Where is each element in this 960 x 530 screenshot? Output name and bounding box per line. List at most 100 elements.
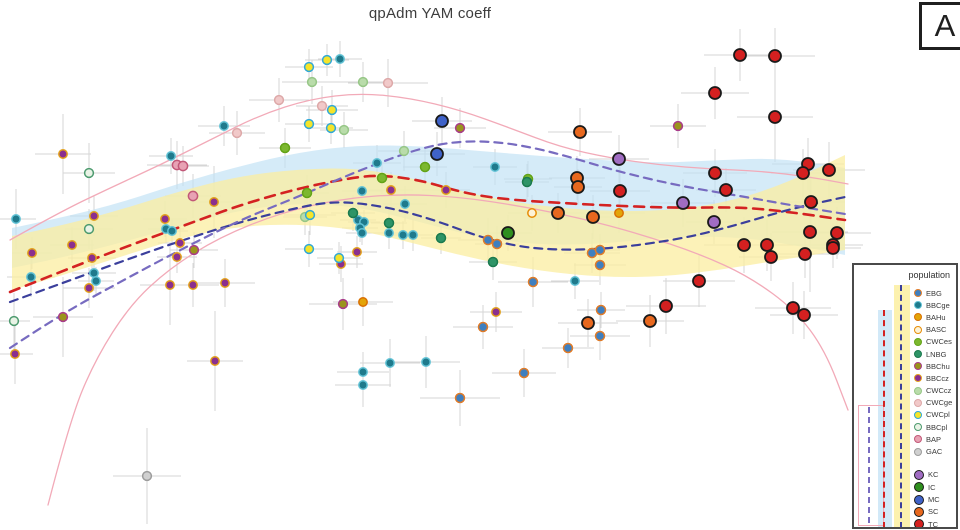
data-point-SC (551, 206, 565, 220)
data-point-LNBG (487, 256, 499, 268)
data-point-LNBG (347, 207, 359, 219)
data-point-CWCge (231, 127, 243, 139)
data-point-SC (643, 314, 657, 328)
legend-label: CWCcz (926, 386, 952, 396)
legend-item-BBCge: BBCge (854, 299, 956, 311)
data-point-CWCge (316, 100, 328, 112)
data-point-BBChu (337, 298, 349, 310)
data-point-BBCge (400, 199, 410, 209)
legend-label: CWCge (926, 398, 953, 408)
legend-item-CWCge: CWCge (854, 397, 956, 409)
data-point-KC (612, 152, 626, 166)
data-point-BBCcz (352, 247, 362, 257)
data-point-EBG (595, 304, 607, 316)
legend-item-BAP: BAP (854, 433, 956, 445)
data-point-GAC (141, 470, 153, 482)
data-point-BBCge (384, 228, 394, 238)
data-point-CWCpl (321, 54, 333, 66)
data-point-BBCge (357, 186, 367, 196)
data-point-LNBG (521, 176, 533, 188)
data-point-BBCge (385, 358, 395, 368)
legend-swatch-MC (914, 494, 924, 505)
data-point-BBCge (335, 54, 345, 64)
data-point-BBCcz (441, 185, 451, 195)
data-point-TC (760, 238, 774, 252)
data-point-CWCcz (357, 76, 369, 88)
legend-label: MC (928, 495, 940, 505)
data-point-BBCge (421, 357, 431, 367)
data-point-BBCge (26, 272, 36, 282)
legend-item-LNBG: LNBG (854, 348, 956, 360)
yellow-ribbon (12, 155, 845, 290)
data-point-SC (581, 316, 595, 330)
data-points (8, 48, 844, 482)
data-point-BBCge (358, 380, 368, 390)
legend-swatch-BAHu (914, 313, 922, 322)
data-point-CWCpl (303, 61, 315, 73)
legend-box: population EBG BBCge BAHu BASC CWCes LNBG BBCh… (852, 263, 958, 529)
data-point-BBChu (188, 244, 200, 256)
data-point-BBCge (89, 268, 99, 278)
legend-label: CWCes (926, 337, 952, 347)
slate-dashed-smoother (8, 140, 847, 350)
data-point-TC (803, 225, 817, 239)
legend-item-BBCpl: BBCpl (854, 421, 956, 433)
data-point-CWCcz (338, 124, 350, 136)
data-point-CWCpl (325, 122, 337, 134)
data-point-BBCge (398, 230, 408, 240)
data-point-BBCcz (160, 214, 170, 224)
data-point-CWCpl (304, 209, 316, 221)
legend-swatch-BAP (914, 435, 922, 444)
legend-key-band (878, 310, 892, 527)
plot-title: qpAdm YAM coeff (368, 5, 492, 22)
data-point-MC (430, 147, 444, 161)
data-point-IC (501, 226, 515, 240)
data-point-EBG (594, 244, 606, 256)
data-point-TC (830, 226, 844, 240)
legend-item-BBCcz: BBCcz (854, 372, 956, 384)
data-point-KC (707, 215, 721, 229)
pink-lower-envelope (47, 194, 849, 506)
data-point-TC (733, 48, 747, 62)
data-point-CWCge (382, 77, 394, 89)
data-point-SC (586, 210, 600, 224)
legend-label: BAHu (926, 312, 946, 322)
data-point-CWCcz (398, 145, 410, 157)
data-point-BBCge (358, 367, 368, 377)
data-point-EBG (594, 330, 606, 342)
data-point-CWCcz (306, 76, 318, 88)
data-point-LNBG (435, 232, 447, 244)
legend-swatch-GAC (914, 447, 922, 456)
legend-item-TC: TC (854, 518, 956, 527)
legend-key-dash (883, 310, 885, 527)
legend-swatch-SC (914, 506, 924, 517)
data-point-BBCpl (83, 167, 95, 179)
data-point-TC (764, 250, 778, 264)
legend-title: population (908, 270, 950, 280)
legend-label: KC (928, 470, 939, 480)
data-point-TC (737, 238, 751, 252)
data-point-CWCes (376, 172, 388, 184)
data-point-CWCpl (326, 104, 338, 116)
data-point-BBCcz (87, 253, 97, 263)
data-point-TC (822, 163, 836, 177)
legend-item-KC: KC (854, 469, 956, 481)
data-point-EBG (477, 321, 489, 333)
legend-body: population EBG BBCge BAHu BASC CWCes LNBG BBCh… (854, 265, 956, 527)
data-point-CWCes (301, 187, 313, 199)
data-point-BBCge (167, 226, 177, 236)
data-point-TC (798, 247, 812, 261)
data-point-BBCcz (188, 280, 198, 290)
legend-swatch-KC (914, 469, 924, 480)
data-point-BBCcz (210, 356, 220, 366)
legend-label: BBChu (926, 361, 950, 371)
legend-label: EBG (926, 288, 942, 298)
legend-item-CWCpl: CWCpl (854, 409, 956, 421)
data-point-CWCpl (303, 118, 315, 130)
data-point-KC (676, 196, 690, 210)
data-point-CWCpl (303, 243, 315, 255)
data-point-BBCcz (172, 252, 182, 262)
data-point-EBG (562, 342, 574, 354)
data-point-TC (708, 86, 722, 100)
data-point-BBCcz (175, 238, 185, 248)
